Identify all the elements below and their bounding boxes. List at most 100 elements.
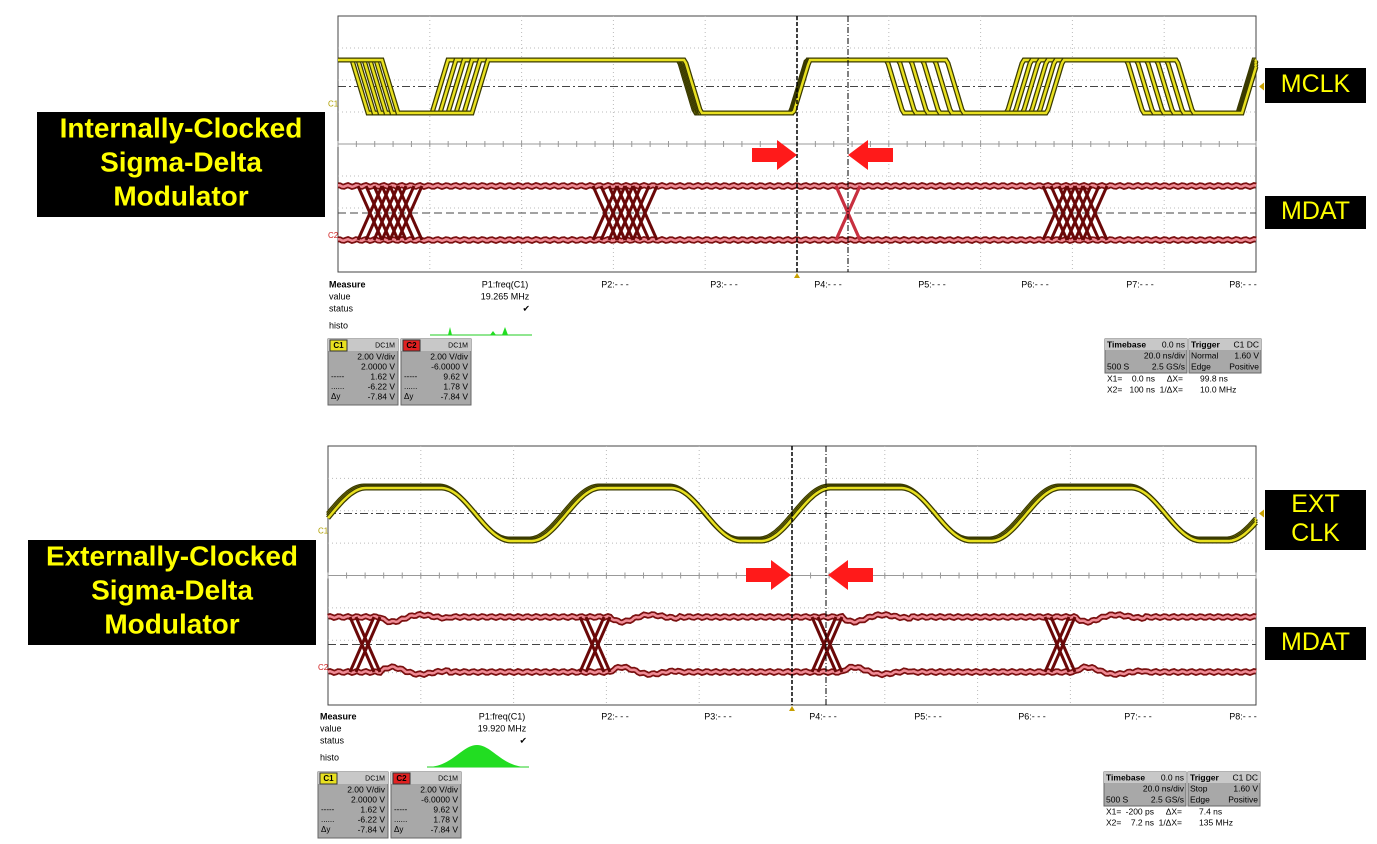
channel-scale: 2.00 V/div [347,784,386,794]
data-crossing [578,616,606,673]
cursor-value: 135 MHz [1199,817,1233,827]
trigger-marker [794,273,800,278]
trigger-header [1189,339,1261,350]
channel-coupling: DC1M [365,775,385,782]
cursor-value: 7.2 ns [1131,817,1154,827]
data-crossing [354,616,382,673]
measure-row-label: histo [320,752,339,762]
cursor-key: X2= [1106,817,1121,827]
trigger-header [1188,772,1260,783]
channel-row-key: Δy [394,825,403,834]
cursor-key: ΔX= [1167,373,1183,383]
title-box [37,112,325,217]
channel-offset: -6.0000 V [421,794,458,804]
trigger-title: Trigger [1190,772,1220,782]
measure-column: P6:- - - [1018,711,1046,721]
measure-status: ✔ [519,735,527,745]
channel-row-value: -6.22 V [358,814,386,824]
data-crossing [810,616,838,673]
channel-row-value: -7.84 V [368,391,396,401]
data-crossing [834,185,862,241]
data-crossing [1043,616,1071,673]
data-crossing [816,616,844,673]
cursor-key: X1= [1107,373,1122,383]
channel-badge [392,772,411,785]
channel-badge [402,339,421,352]
channel-row-key: ----- [404,372,418,381]
cursor-value: -200 ps [1126,806,1154,816]
signal-label: MDAT [1281,197,1350,225]
trace-label: C1 [318,527,329,536]
data-crossing [348,616,376,673]
red-arrow [848,140,893,170]
trace-label: C2 [328,231,339,240]
measure-row-label: value [329,291,351,301]
signal-label-box [1265,490,1366,550]
signal-label: MDAT [1281,628,1350,656]
measure-row-label: value [320,723,342,733]
channel-row-value: 9.62 V [433,804,458,814]
channel-badge [319,772,338,785]
cursor-value: 10.0 MHz [1200,384,1236,394]
channel-row-value: -7.84 V [431,824,459,834]
channel-row-key: ----- [321,805,335,814]
channel-row-value: 1.78 V [443,381,468,391]
channel-scale: 2.00 V/div [430,351,469,361]
trigger-level: 1.60 V [1233,783,1258,793]
cursor-key: ΔX= [1166,806,1182,816]
cursor-value: 99.8 ns [1200,373,1228,383]
signal-label: MCLK [1281,70,1351,98]
channel-row-key: ...... [394,815,407,824]
trigger-title: Trigger [1191,339,1221,349]
channel-offset: -6.0000 V [431,361,468,371]
signal-label: EXT [1291,490,1340,518]
red-arrow [752,140,797,170]
channel-row-key: ...... [331,382,344,391]
channel-row-key: ----- [331,372,345,381]
measure-column: P4:- - - [809,711,837,721]
measure-column: P7:- - - [1126,279,1154,289]
timebase-header [1104,772,1186,783]
measure-header: Measure [320,711,357,721]
channel-name: C2 [396,774,407,783]
channel-scale: 2.00 V/div [357,351,396,361]
trace-label: C1 [328,100,339,109]
channel-row-value: 9.62 V [443,371,468,381]
channel-row-key: ...... [404,382,417,391]
measure-column: P6:- - - [1021,279,1049,289]
channel-coupling: DC1M [438,775,458,782]
data-crossing [396,185,424,241]
cursor-value: 100 ns [1129,384,1155,394]
data-crossing [1081,185,1109,241]
measure-status: ✔ [522,303,530,313]
title-line: Modulator [113,180,248,211]
channel-offset: 2.0000 V [361,361,395,371]
cursor-key: X2= [1107,384,1122,394]
timebase-rate: 2.5 GS/s [1152,361,1185,371]
trigger-type: Edge [1190,794,1210,804]
measure-column: P7:- - - [1124,711,1152,721]
channel-row-value: -7.84 V [358,824,386,834]
data-crossing [631,185,659,241]
measure-row-label: status [329,303,354,313]
measure-column: P4:- - - [814,279,842,289]
trigger-source: C1 DC [1232,772,1258,782]
measure-row-label: status [320,735,345,745]
timebase-title: Timebase [1107,339,1146,349]
red-arrow [828,560,873,590]
measure-value: 19.920 MHz [478,723,527,733]
data-crossing [1049,616,1077,673]
trigger-mode: Stop [1190,783,1208,793]
data-crossing [584,616,612,673]
timebase-scale: 20.0 ns/div [1144,350,1186,360]
data-crossing [388,185,416,241]
histo [427,745,527,767]
title-line: Externally-Clocked [46,540,298,571]
cursor-key: X1= [1106,806,1121,816]
title-line: Internally-Clocked [60,112,303,143]
channel-row-value: 1.78 V [433,814,458,824]
trigger-level: 1.60 V [1234,350,1259,360]
channel-row-key: Δy [321,825,330,834]
